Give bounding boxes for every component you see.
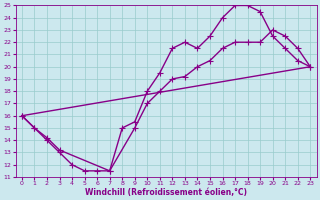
X-axis label: Windchill (Refroidissement éolien,°C): Windchill (Refroidissement éolien,°C) (85, 188, 247, 197)
